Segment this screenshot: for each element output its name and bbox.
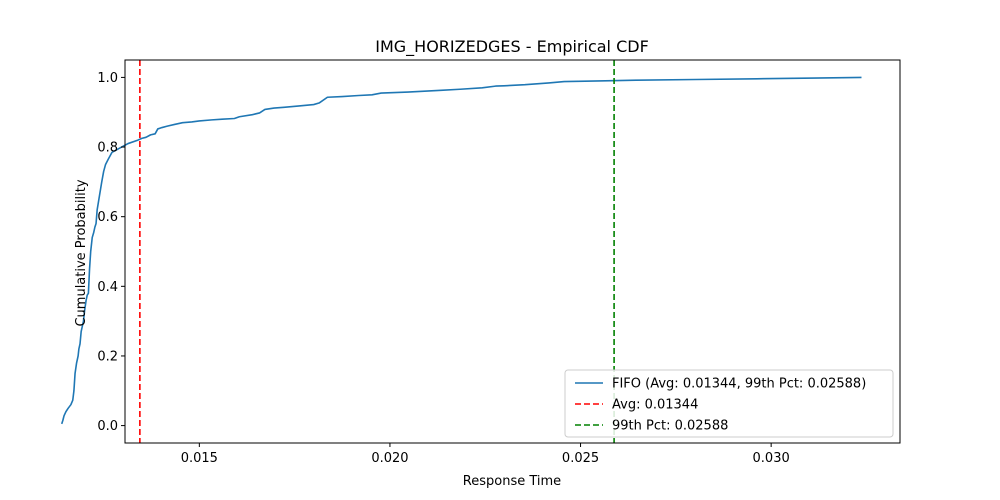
legend-box — [564, 369, 894, 438]
x-tick-label: 0.030 — [753, 451, 790, 466]
x-axis-label: Response Time — [463, 474, 561, 489]
legend: FIFO (Avg: 0.01344, 99th Pct: 0.02588) Av… — [564, 369, 894, 438]
cdf-line — [60, 76, 862, 425]
x-axis: 0.015 0.020 0.025 0.030 — [181, 443, 790, 466]
y-tick-label: 0.2 — [97, 349, 118, 364]
x-tick-label: 0.025 — [562, 451, 599, 466]
plot-frame — [124, 59, 901, 444]
y-tick-label: 0.0 — [97, 419, 118, 434]
y-axis: 0.0 0.2 0.4 0.6 0.8 1.0 — [97, 71, 125, 434]
y-tick-label: 1.0 — [97, 71, 118, 86]
y-tick-label: 0.6 — [97, 210, 118, 225]
y-tick-label: 0.8 — [97, 141, 118, 156]
y-tick-label: 0.4 — [97, 280, 118, 295]
legend-entry: 99th Pct: 0.02588 — [612, 419, 728, 434]
x-tick-label: 0.020 — [371, 451, 408, 466]
legend-entry: Avg: 0.01344 — [612, 398, 698, 413]
chart-title: IMG_HORIZEDGES - Empirical CDF — [375, 37, 649, 57]
y-axis-label: Cumulative Probability — [74, 179, 89, 326]
x-tick-label: 0.015 — [181, 451, 218, 466]
legend-entry: FIFO (Avg: 0.01344, 99th Pct: 0.02588) — [612, 377, 866, 392]
